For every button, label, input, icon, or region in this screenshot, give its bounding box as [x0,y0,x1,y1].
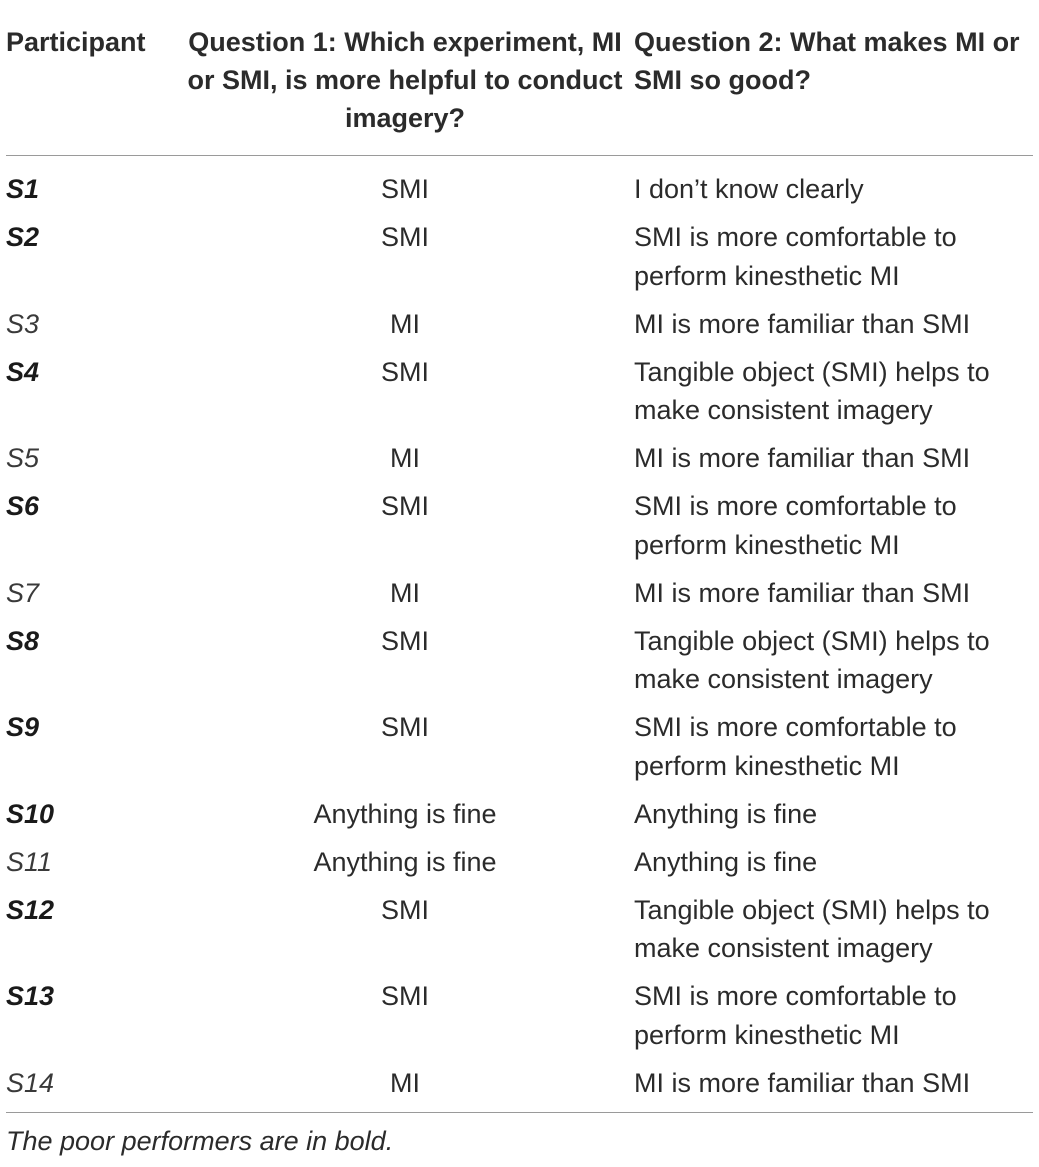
table-row: S5 MI MI is more familiar than SMI [6,439,1033,487]
participant-cell: S1 [6,174,40,204]
question-1-cell: MI [390,1067,420,1098]
header-question-2: Question 2: What makes MI or SMI so good… [634,27,1020,95]
participant-cell: S9 [6,712,40,742]
question-2-cell: I don’t know clearly [634,174,864,204]
question-2-cell: Tangible object (SMI) helps to make cons… [634,894,990,964]
question-2-cell: SMI is more comfortable to perform kines… [634,222,957,291]
question-1-cell: Anything is fine [313,846,497,877]
question-1-cell: SMI [380,894,429,925]
participant-cell: S10 [6,798,55,829]
table-row: S6 SMI SMI is more comfortable to perfor… [6,487,1033,574]
participant-cell: S2 [6,222,40,252]
participant-cell: S7 [6,577,40,608]
question-2-cell: Tangible object (SMI) helps to make cons… [634,356,990,426]
question-2-cell: MI is more familiar than SMI [634,308,971,339]
table-row: S8 SMI Tangible object (SMI) helps to ma… [6,622,1033,709]
question-2-cell: MI is more familiar than SMI [634,443,971,473]
question-1-cell: MI [390,577,420,608]
header-question-1: Question 1: Which experiment, MI or SMI,… [187,27,623,133]
question-2-cell: Tangible object (SMI) helps to make cons… [634,625,990,695]
question-2-cell: SMI is more comfortable to perform kines… [634,712,957,781]
question-1-cell: SMI [380,981,429,1011]
participant-cell: S13 [6,981,55,1011]
question-1-cell: SMI [380,222,429,252]
question-1-cell: MI [390,443,420,473]
survey-table: Participant Question 1: Which experiment… [6,22,1033,1113]
table-row: S1 SMI I don’t know clearly [6,170,1033,218]
table-body: S1 SMI I don’t know clearly S2 SMI SMI i… [6,156,1033,1112]
participant-cell: S12 [6,894,55,925]
participant-cell: S3 [6,308,40,339]
table-row: S14 MI MI is more familiar than SMI [6,1064,1033,1112]
participant-cell: S11 [6,846,53,877]
table-footnote: The poor performers are in bold. [6,1126,394,1156]
table-row: S4 SMI Tangible object (SMI) helps to ma… [6,353,1033,440]
table-row: S10 Anything is fine Anything is fine [6,795,1033,843]
table-row: S13 SMI SMI is more comfortable to perfo… [6,977,1033,1064]
table-row: S9 SMI SMI is more comfortable to perfor… [6,708,1033,795]
question-2-cell: MI is more familiar than SMI [634,577,971,608]
question-1-cell: SMI [380,625,429,656]
participant-cell: S5 [6,443,40,473]
question-2-cell: SMI is more comfortable to perform kines… [634,981,957,1050]
table-header: Participant Question 1: Which experiment… [6,22,1033,156]
table-row: S11 Anything is fine Anything is fine [6,843,1033,891]
question-2-cell: Anything is fine [634,846,818,877]
table-row: S3 MI MI is more familiar than SMI [6,305,1033,353]
question-1-cell: SMI [380,174,429,204]
participant-cell: S8 [6,625,40,656]
table-bottom-rule [6,1111,1033,1113]
question-1-cell: MI [390,308,420,339]
table-row: S2 SMI SMI is more comfortable to perfor… [6,218,1033,305]
table-row: S7 MI MI is more familiar than SMI [6,574,1033,622]
question-1-cell: SMI [380,491,429,521]
question-1-cell: Anything is fine [313,798,497,829]
question-1-cell: SMI [380,712,429,742]
question-1-cell: SMI [380,356,429,387]
participant-cell: S6 [6,491,40,521]
table-row: S12 SMI Tangible object (SMI) helps to m… [6,891,1033,978]
participant-cell: S14 [6,1067,55,1098]
header-participant: Participant [6,27,146,57]
participant-cell: S4 [6,356,40,387]
question-2-cell: Anything is fine [634,798,818,829]
question-2-cell: SMI is more comfortable to perform kines… [634,491,957,560]
question-2-cell: MI is more familiar than SMI [634,1067,971,1098]
